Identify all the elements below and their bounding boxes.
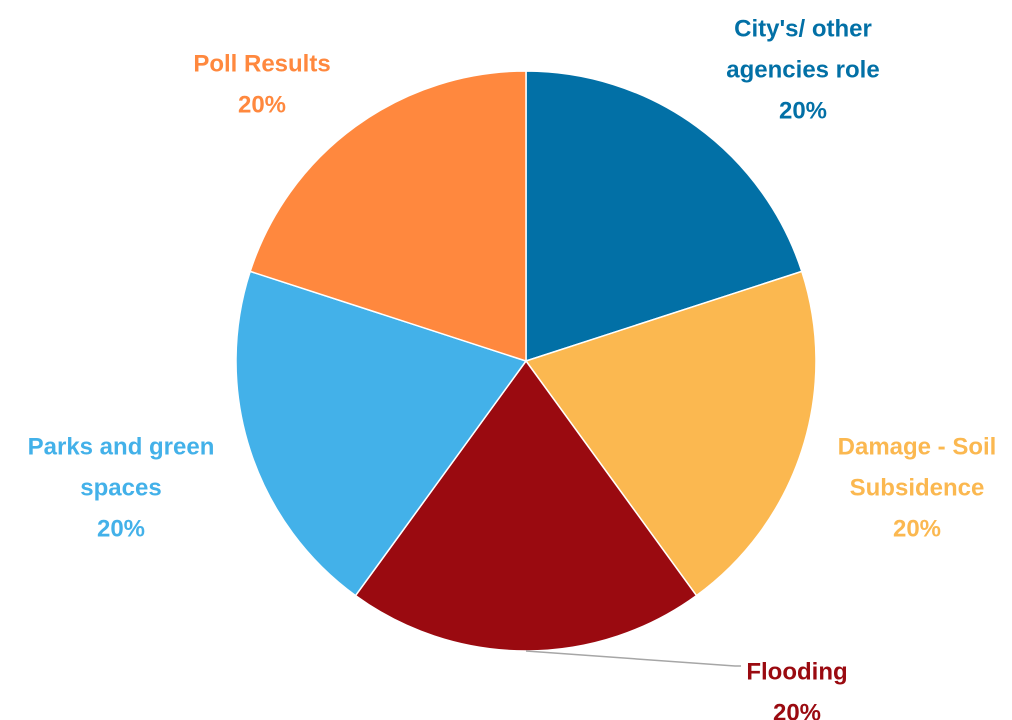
slice-category-label-damage-soil-subsidence: Subsidence [850,474,985,501]
pie-slice-damage-soil-subsidence [524,270,817,597]
slice-percent-label-parks-and-green-spaces: 20% [97,515,145,542]
slice-category-label-parks-and-green-spaces: Parks and green [28,433,215,460]
pie-slice-flooding [354,359,698,652]
pie-slice-city-s-other-agencies-role [525,70,803,363]
slice-category-label-flooding: Flooding [746,658,847,685]
slice-percent-label-city-s-other-agencies-role: 20% [779,97,827,124]
pie-slice-poll-results [249,70,527,363]
leader-lines [525,650,741,667]
slice-percent-label-damage-soil-subsidence: 20% [893,515,941,542]
slice-category-label-damage-soil-subsidence: Damage - Soil [838,433,997,460]
slice-category-label-parks-and-green-spaces: spaces [80,474,161,501]
slice-category-label-city-s-other-agencies-role: agencies role [726,56,879,83]
leader-line-flooding [525,650,741,667]
slice-percent-label-poll-results: 20% [238,91,286,118]
pie-slice-parks-and-green-spaces [235,270,528,597]
slice-category-label-poll-results: Poll Results [193,50,330,77]
slice-category-label-city-s-other-agencies-role: City's/ other [734,15,872,42]
pie-slices [235,70,817,652]
slice-percent-label-flooding: 20% [773,699,821,720]
slice-labels: City's/ other agencies role 20% Damage - So… [28,15,997,720]
